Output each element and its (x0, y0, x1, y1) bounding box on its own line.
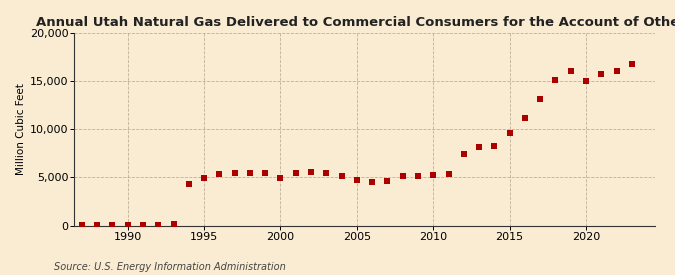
Point (489, 144, 500, 148)
Point (214, 172, 225, 177)
Point (168, 222, 179, 227)
Point (198, 176, 209, 180)
Point (550, 78, 561, 82)
Point (290, 171, 301, 175)
Point (580, 79, 591, 83)
Point (138, 222, 148, 227)
Point (260, 170, 271, 175)
Point (244, 170, 255, 175)
Point (611, 68, 622, 73)
Point (398, 174, 408, 179)
Title: Annual Utah Natural Gas Delivered to Commercial Consumers for the Account of Oth: Annual Utah Natural Gas Delivered to Com… (36, 16, 675, 29)
Point (520, 116, 531, 120)
Point (626, 62, 637, 66)
Point (474, 144, 485, 149)
Point (367, 180, 377, 184)
Point (153, 222, 163, 227)
Point (458, 152, 469, 156)
Point (275, 176, 286, 180)
Point (184, 182, 194, 186)
Point (566, 68, 576, 73)
Point (122, 222, 133, 227)
Point (76, 223, 87, 227)
Point (412, 174, 423, 179)
Point (428, 173, 439, 177)
Text: Source: U.S. Energy Information Administration: Source: U.S. Energy Information Administ… (54, 262, 286, 272)
Point (92, 223, 103, 227)
Y-axis label: Million Cubic Feet: Million Cubic Feet (16, 83, 26, 175)
Point (535, 97, 545, 101)
Point (596, 72, 607, 76)
Point (306, 169, 317, 174)
Point (230, 171, 240, 175)
Point (382, 179, 393, 183)
Point (504, 131, 515, 135)
Point (443, 171, 454, 176)
Point (107, 223, 118, 227)
Point (336, 174, 347, 179)
Point (321, 171, 331, 175)
Point (352, 178, 362, 183)
